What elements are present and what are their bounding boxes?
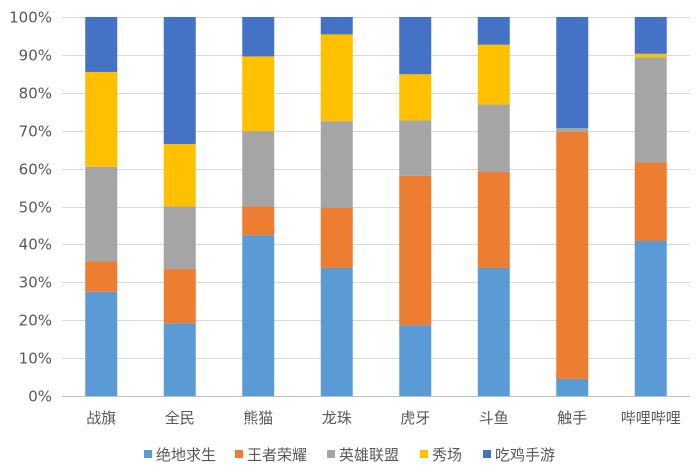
bar-segment-6-0 [556,378,589,396]
bar-segment-4-3 [399,74,432,121]
bars [85,17,667,396]
bar-segment-2-2 [242,131,275,207]
y-tick-label: 30% [19,274,52,292]
bar-segment-3-2 [320,121,353,209]
bar-segment-7-1 [634,162,667,241]
bar-segment-1-1 [163,269,196,324]
bar-segment-4-4 [399,17,432,75]
bar-segment-7-4 [634,17,667,54]
x-tick-label: 触手 [557,409,587,427]
bar-segment-0-4 [85,17,118,72]
y-tick-label: 40% [19,236,52,254]
bar-segment-1-0 [163,323,196,396]
legend-label: 英雄联盟 [339,446,399,464]
bar-segment-5-3 [477,44,510,105]
x-tick-label: 斗鱼 [479,409,509,427]
bar-segment-6-4 [556,17,589,129]
bar-segment-1-3 [163,143,196,207]
y-axis: 0% 10% 20% 30% 40% 50% 60% 70% 80% 90% 100% [9,9,52,406]
bar-segment-6-2 [556,128,589,132]
y-tick-label: 80% [19,85,52,103]
legend-swatch [144,450,152,458]
legend-swatch [235,450,243,458]
y-tick-label: 50% [19,199,52,217]
y-tick-label: 60% [19,161,52,179]
legend-swatch [327,450,335,458]
bar-segment-2-1 [242,206,275,236]
bar-segment-7-3 [634,53,667,58]
x-tick-label: 熊猫 [243,409,273,427]
x-tick-label: 虎牙 [400,409,430,427]
bar-segment-3-3 [320,34,353,122]
y-tick-label: 70% [19,123,52,141]
x-axis: 战旗 全民 熊猫 龙珠 虎牙 斗鱼 触手 哔哩哔哩 [86,409,681,427]
bar-segment-2-3 [242,56,275,132]
legend-swatch [420,450,428,458]
x-tick-label: 龙珠 [322,409,352,427]
bar-segment-6-1 [556,131,589,379]
bar-segment-2-0 [242,235,275,396]
bar-segment-2-4 [242,17,275,57]
legend-label: 吃鸡手游 [495,446,555,464]
y-tick-label: 10% [19,350,52,368]
y-tick-label: 100% [9,9,52,27]
bar-segment-0-2 [85,166,118,262]
bar-segment-5-0 [477,267,510,396]
legend-label: 秀场 [432,446,462,464]
bar-segment-4-1 [399,175,432,326]
bar-segment-4-2 [399,120,432,176]
bar-segment-5-4 [477,17,510,45]
bar-segment-7-0 [634,240,667,396]
bar-segment-3-0 [320,267,353,396]
y-tick-label: 20% [19,312,52,330]
bar-segment-5-1 [477,172,510,268]
bar-segment-0-1 [85,261,118,292]
grid-lines [62,17,690,397]
bar-segment-4-0 [399,325,432,396]
x-tick-label: 全民 [165,409,195,427]
legend: 绝地求生 王者荣耀 英雄联盟 秀场 吃鸡手游 [144,446,555,464]
bar-segment-1-4 [163,17,196,144]
bar-segment-3-4 [320,17,353,35]
bar-segment-1-2 [163,206,196,270]
y-tick-label: 0% [28,388,52,406]
y-tick-label: 90% [19,47,52,65]
bar-segment-0-0 [85,291,118,396]
legend-label: 绝地求生 [156,446,216,464]
bar-segment-0-3 [85,71,118,167]
bar-segment-7-2 [634,57,667,163]
legend-swatch [483,450,491,458]
bar-segment-5-2 [477,104,510,173]
legend-label: 王者荣耀 [247,446,307,464]
x-tick-label: 战旗 [86,409,116,427]
bar-segment-3-1 [320,208,353,268]
x-tick-label: 哔哩哔哩 [621,409,681,427]
